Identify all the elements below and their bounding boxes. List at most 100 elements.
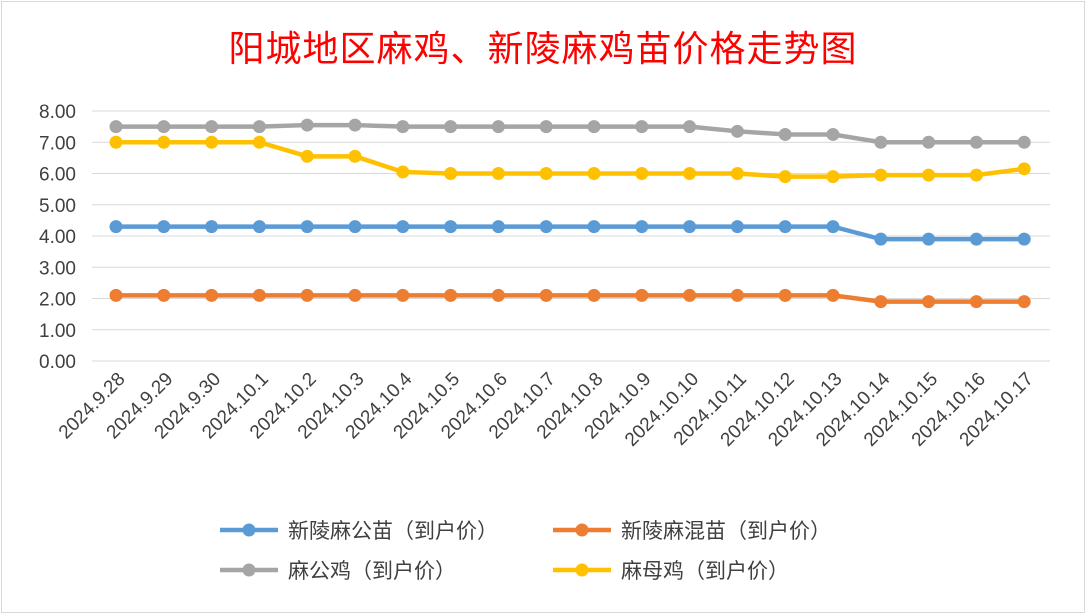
data-point (252, 120, 266, 134)
data-point (109, 220, 123, 234)
data-point (874, 168, 888, 182)
series-3 (109, 135, 1031, 184)
data-point (922, 135, 936, 149)
data-point (252, 288, 266, 302)
legend-swatch-marker (242, 563, 256, 577)
data-point (444, 120, 458, 134)
data-point (826, 220, 840, 234)
data-point (396, 120, 410, 134)
data-point (396, 288, 410, 302)
data-point (587, 288, 601, 302)
data-point (683, 220, 697, 234)
data-point (730, 288, 744, 302)
legend-item: 新陵麻混苗（到户价） (553, 519, 831, 543)
data-point (348, 118, 362, 132)
data-point (205, 135, 219, 149)
data-point (922, 168, 936, 182)
data-point (826, 170, 840, 184)
data-point (252, 220, 266, 234)
data-point (730, 220, 744, 234)
y-tick-label: 5.00 (39, 196, 76, 217)
data-point (969, 135, 983, 149)
data-point (157, 220, 171, 234)
data-point (348, 149, 362, 163)
data-point (205, 120, 219, 134)
data-point (730, 124, 744, 138)
legend-label: 新陵麻混苗（到户价） (621, 519, 831, 543)
data-point (683, 288, 697, 302)
data-point (874, 295, 888, 309)
data-point (491, 167, 505, 180)
legend-label: 麻公鸡（到户价） (288, 559, 456, 583)
data-point (300, 149, 314, 163)
y-tick-label: 0.00 (39, 352, 76, 373)
legend: 新陵麻公苗（到户价） 新陵麻混苗（到户价） 麻公鸡（到户价） 麻母鸡（到户价） (220, 519, 831, 583)
data-point (109, 135, 123, 149)
data-point (109, 120, 123, 134)
x-axis-ticks: 2024.9.282024.9.292024.9.302024.10.12024… (55, 368, 1038, 450)
legend-swatch-marker (575, 563, 589, 577)
data-point (874, 135, 888, 149)
data-point (157, 288, 171, 302)
data-point (205, 220, 219, 234)
data-point (396, 220, 410, 234)
data-point (778, 127, 792, 141)
y-tick-label: 4.00 (39, 227, 76, 248)
data-point (730, 167, 744, 180)
data-point (587, 167, 601, 180)
legend-item: 麻公鸡（到户价） (220, 559, 456, 583)
data-point (635, 288, 649, 302)
data-point (635, 220, 649, 234)
data-point (635, 167, 649, 180)
data-point (491, 220, 505, 234)
data-point (491, 288, 505, 302)
data-point (157, 135, 171, 149)
y-tick-label: 3.00 (39, 258, 76, 279)
data-point (587, 220, 601, 234)
series-2 (109, 118, 1031, 149)
data-point (922, 232, 936, 246)
y-tick-label: 8.00 (39, 102, 76, 123)
data-point (969, 295, 983, 309)
data-point (826, 127, 840, 141)
data-point (1017, 135, 1031, 149)
data-point (969, 168, 983, 182)
data-point (539, 220, 553, 234)
series-0 (109, 220, 1031, 246)
data-point (300, 288, 314, 302)
series-1 (109, 288, 1031, 309)
data-point (922, 295, 936, 309)
legend-label: 麻母鸡（到户价） (621, 559, 789, 583)
data-point (778, 288, 792, 302)
series-line (113, 224, 1027, 242)
data-point (396, 165, 410, 179)
data-point (826, 288, 840, 302)
chart-title: 阳城地区麻鸡、新陵麻鸡苗价格走势图 (228, 29, 858, 70)
data-point (205, 288, 219, 302)
data-point (300, 220, 314, 234)
legend-swatch-marker (575, 523, 589, 537)
data-point (300, 118, 314, 132)
data-point (109, 288, 123, 302)
data-point (683, 120, 697, 134)
data-point (444, 288, 458, 302)
data-point (252, 135, 266, 149)
data-point (444, 167, 458, 180)
y-axis-ticks: 0.00 1.00 2.00 3.00 4.00 5.00 6.00 7.00 8.00 (39, 102, 76, 373)
legend-item: 麻母鸡（到户价） (553, 559, 789, 583)
data-point (539, 120, 553, 134)
data-point (348, 220, 362, 234)
gridlines (92, 110, 1050, 362)
data-point (587, 120, 601, 134)
data-point (874, 232, 888, 246)
data-point (683, 167, 697, 180)
y-tick-label: 6.00 (39, 165, 76, 186)
data-point (444, 220, 458, 234)
y-tick-label: 7.00 (39, 133, 76, 154)
data-point (539, 288, 553, 302)
data-point (157, 120, 171, 134)
series-line (113, 293, 1027, 304)
legend-item: 新陵麻公苗（到户价） (220, 519, 498, 543)
legend-swatch-marker (242, 523, 256, 537)
